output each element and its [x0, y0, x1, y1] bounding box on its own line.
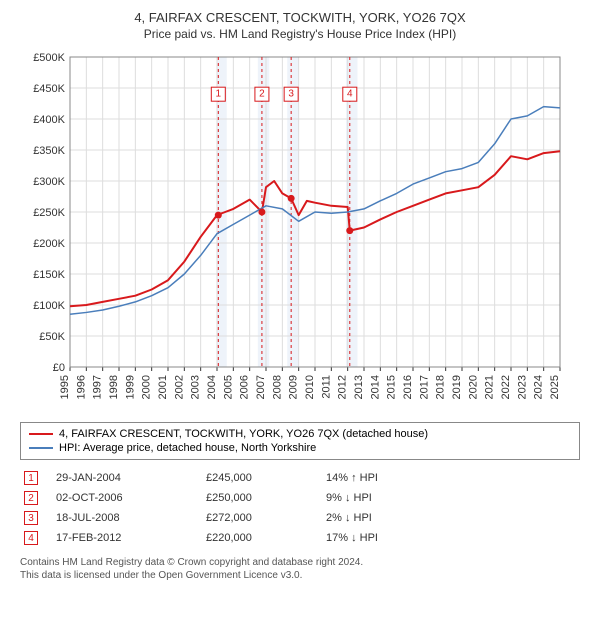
svg-text:2002: 2002 [173, 375, 185, 399]
svg-text:2025: 2025 [549, 375, 561, 399]
svg-text:£350K: £350K [33, 145, 65, 157]
svg-text:2000: 2000 [141, 375, 153, 399]
svg-text:£400K: £400K [33, 114, 65, 126]
sale-delta: 2% ↓ HPI [326, 512, 466, 524]
sale-date: 02-OCT-2006 [56, 492, 206, 504]
svg-text:2024: 2024 [533, 375, 545, 399]
svg-text:2013: 2013 [353, 375, 365, 399]
svg-text:2020: 2020 [467, 375, 479, 399]
sale-date: 17-FEB-2012 [56, 532, 206, 544]
svg-text:2023: 2023 [516, 375, 528, 399]
legend-label: HPI: Average price, detached house, Nort… [59, 442, 316, 454]
marker-ref: 3 [24, 511, 38, 525]
svg-text:2001: 2001 [157, 375, 169, 399]
sale-delta: 9% ↓ HPI [326, 492, 466, 504]
sale-date: 29-JAN-2004 [56, 472, 206, 484]
svg-text:£250K: £250K [33, 207, 65, 219]
svg-text:2: 2 [259, 89, 265, 100]
svg-text:2021: 2021 [484, 375, 496, 399]
svg-text:2016: 2016 [402, 375, 414, 399]
svg-text:2011: 2011 [320, 375, 332, 399]
svg-text:1995: 1995 [59, 375, 71, 399]
marker-ref: 4 [24, 531, 38, 545]
legend-row: HPI: Average price, detached house, Nort… [29, 441, 571, 455]
svg-text:2010: 2010 [304, 375, 316, 399]
svg-text:£450K: £450K [33, 83, 65, 95]
svg-text:3: 3 [288, 89, 294, 100]
svg-text:2008: 2008 [271, 375, 283, 399]
svg-text:2004: 2004 [206, 375, 218, 399]
footer-line-1: Contains HM Land Registry data © Crown c… [20, 556, 580, 569]
svg-text:2014: 2014 [369, 375, 381, 399]
table-row: 2 02-OCT-2006£250,0009% ↓ HPI [20, 488, 580, 508]
footer-line-2: This data is licensed under the Open Gov… [20, 569, 580, 582]
svg-text:2012: 2012 [337, 375, 349, 399]
table-row: 3 18-JUL-2008£272,0002% ↓ HPI [20, 508, 580, 528]
svg-text:2007: 2007 [255, 375, 267, 399]
svg-text:1997: 1997 [92, 375, 104, 399]
table-row: 1 29-JAN-2004£245,00014% ↑ HPI [20, 468, 580, 488]
svg-text:2017: 2017 [418, 375, 430, 399]
svg-text:£100K: £100K [33, 300, 65, 312]
svg-text:2022: 2022 [500, 375, 512, 399]
svg-text:2009: 2009 [288, 375, 300, 399]
chart-title: 4, FAIRFAX CRESCENT, TOCKWITH, YORK, YO2… [10, 10, 590, 25]
legend: 4, FAIRFAX CRESCENT, TOCKWITH, YORK, YO2… [20, 422, 580, 460]
sale-price: £250,000 [206, 492, 326, 504]
sale-price: £272,000 [206, 512, 326, 524]
sale-price: £220,000 [206, 532, 326, 544]
sale-delta: 14% ↑ HPI [326, 472, 466, 484]
svg-text:2018: 2018 [435, 375, 447, 399]
marker-ref: 1 [24, 471, 38, 485]
chart-svg: £0 £50K £100K £150K £200K £250K £300K £350K £400… [20, 49, 580, 409]
sale-date: 18-JUL-2008 [56, 512, 206, 524]
svg-text:£200K: £200K [33, 238, 65, 250]
svg-text:1999: 1999 [124, 375, 136, 399]
svg-text:2019: 2019 [451, 375, 463, 399]
legend-row: 4, FAIRFAX CRESCENT, TOCKWITH, YORK, YO2… [29, 427, 571, 441]
svg-text:2005: 2005 [222, 375, 234, 399]
svg-text:£150K: £150K [33, 269, 65, 281]
svg-text:£300K: £300K [33, 176, 65, 188]
marker-ref: 2 [24, 491, 38, 505]
legend-swatch [29, 447, 53, 449]
chart-container: £0 £50K £100K £150K £200K £250K £300K £350K £400… [20, 49, 580, 414]
footer-attribution: Contains HM Land Registry data © Crown c… [20, 556, 580, 582]
svg-text:£500K: £500K [33, 52, 65, 64]
svg-text:£50K: £50K [39, 331, 65, 343]
svg-text:1: 1 [216, 89, 222, 100]
chart-subtitle: Price paid vs. HM Land Registry's House … [10, 27, 590, 41]
svg-text:1998: 1998 [108, 375, 120, 399]
sale-price: £245,000 [206, 472, 326, 484]
table-row: 4 17-FEB-2012£220,00017% ↓ HPI [20, 528, 580, 548]
legend-label: 4, FAIRFAX CRESCENT, TOCKWITH, YORK, YO2… [59, 428, 428, 440]
svg-text:£0: £0 [53, 362, 65, 374]
sales-table: 1 29-JAN-2004£245,00014% ↑ HPI 2 02-OCT-200… [20, 468, 580, 548]
svg-text:2003: 2003 [190, 375, 202, 399]
sale-delta: 17% ↓ HPI [326, 532, 466, 544]
svg-text:4: 4 [347, 89, 353, 100]
svg-text:2006: 2006 [239, 375, 251, 399]
svg-text:1996: 1996 [75, 375, 87, 399]
svg-text:2015: 2015 [386, 375, 398, 399]
legend-swatch [29, 433, 53, 435]
